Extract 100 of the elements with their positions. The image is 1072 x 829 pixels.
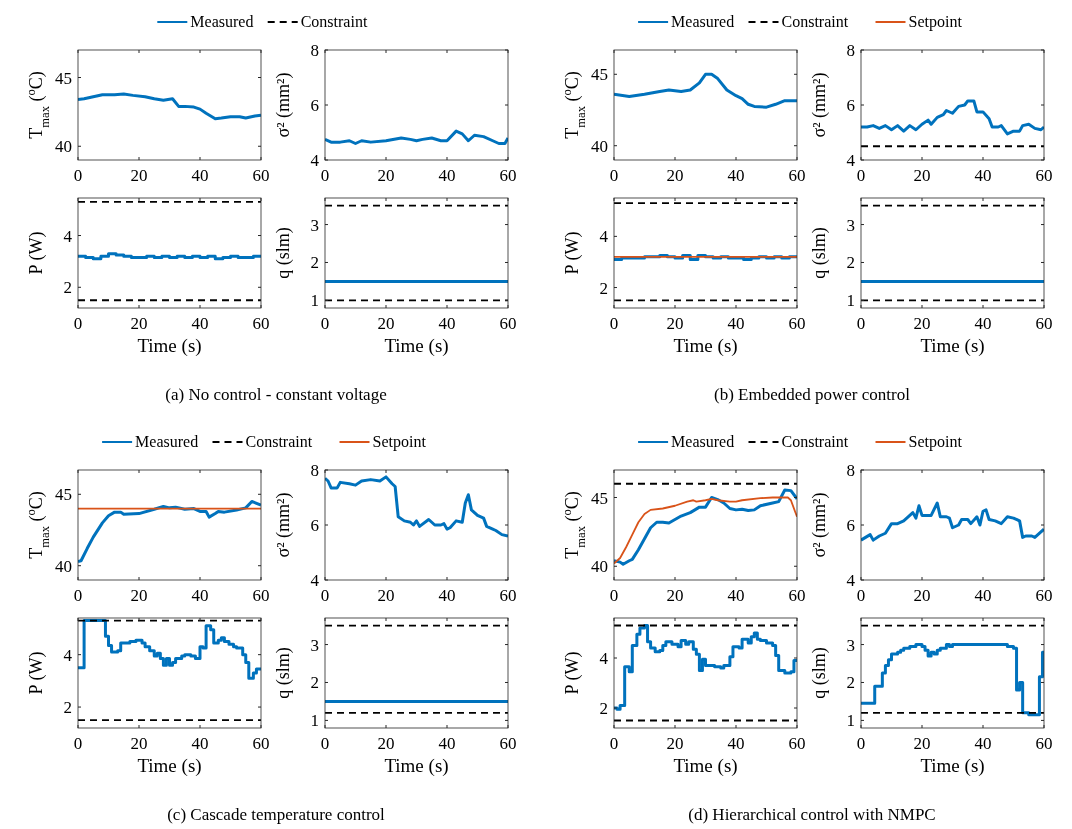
y-tick-label: 2 <box>846 673 855 693</box>
x-tick-label: 20 <box>666 166 684 185</box>
x-tick-label: 20 <box>377 734 395 753</box>
legend-label: Setpoint <box>372 433 427 451</box>
y-axis-title: q (slm) <box>273 227 294 279</box>
x-tick-label: 40 <box>727 166 745 185</box>
y-axis-title: σ² (mm²) <box>809 492 830 558</box>
x-tick-label: 60 <box>788 586 806 605</box>
y-tick-label: 40 <box>591 136 608 156</box>
x-axis-title: Time (s) <box>673 755 738 777</box>
x-axis-title: Time (s) <box>673 335 738 357</box>
y-axis-title: P (W) <box>26 651 47 695</box>
y-tick-label: 6 <box>846 96 855 115</box>
y-tick-label: 4 <box>63 645 73 665</box>
y-tick-label: 1 <box>846 711 855 731</box>
x-tick-label: 20 <box>666 734 684 753</box>
text: (b) Embedded power control <box>714 385 911 404</box>
y-tick-label: 3 <box>846 215 855 235</box>
line-series <box>614 72 797 109</box>
y-tick-label: 45 <box>591 488 608 508</box>
x-tick-label: 20 <box>913 166 931 185</box>
x-axis-title: Time (s) <box>137 755 202 777</box>
text: (c) Cascade temperature control <box>167 805 386 824</box>
legend-label: Measured <box>671 13 735 30</box>
x-tick-label: 0 <box>73 314 83 333</box>
x-tick-label: 60 <box>788 166 806 185</box>
y-tick-label: 2 <box>599 699 608 718</box>
y-tick-label: 2 <box>63 698 72 718</box>
y-tick-label: 1 <box>310 291 319 311</box>
x-tick-label: 0 <box>320 734 330 753</box>
y-tick-label: 4 <box>63 226 73 246</box>
x-tick-label: 20 <box>913 734 931 753</box>
x-tick-label: 40 <box>191 734 209 753</box>
text: Constraint <box>300 13 368 30</box>
x-tick-label: 40 <box>727 586 745 605</box>
x-tick-label: 60 <box>499 734 517 753</box>
y-tick-label: 3 <box>846 635 855 655</box>
y-tick-label: 2 <box>310 253 319 273</box>
x-tick-label: 40 <box>191 586 209 605</box>
x-tick-label: 20 <box>377 166 395 185</box>
x-tick-label: 40 <box>191 166 209 185</box>
text: Setpoint <box>908 13 962 30</box>
y-axis-title: q (slm) <box>273 647 294 699</box>
x-tick-label: 40 <box>974 734 992 753</box>
legend-label: Measured <box>135 433 199 450</box>
x-tick-label: 20 <box>666 314 684 333</box>
x-tick-label: 0 <box>856 314 866 333</box>
y-tick-label: 45 <box>55 485 72 505</box>
x-tick-label: 0 <box>320 166 330 185</box>
x-tick-label: 20 <box>130 166 148 185</box>
line-series <box>325 129 508 145</box>
legend-label: Measured <box>671 433 735 450</box>
x-tick-label: 0 <box>609 586 619 605</box>
y-tick-label: 6 <box>846 516 855 535</box>
x-tick-label: 20 <box>913 586 931 605</box>
line-series <box>78 92 261 121</box>
x-tick-label: 60 <box>499 314 517 333</box>
x-axis-title: Time (s) <box>920 755 985 777</box>
x-tick-label: 0 <box>320 314 330 333</box>
y-tick-label: 1 <box>310 711 319 731</box>
x-tick-label: 0 <box>609 314 619 333</box>
x-tick-label: 0 <box>73 586 83 605</box>
y-tick-label: 8 <box>846 461 855 480</box>
y-tick-label: 8 <box>310 41 319 60</box>
x-axis-title: Time (s) <box>384 335 449 357</box>
text: Constraint <box>245 433 313 450</box>
y-tick-label: 4 <box>846 571 856 590</box>
y-tick-label: 6 <box>310 96 319 115</box>
x-tick-label: 60 <box>252 166 270 185</box>
x-tick-label: 40 <box>727 314 745 333</box>
x-tick-label: 0 <box>609 166 619 185</box>
y-tick-label: 40 <box>55 556 72 576</box>
y-tick-label: 4 <box>310 151 320 170</box>
x-tick-label: 60 <box>1035 734 1053 753</box>
legend-label: Measured <box>190 13 254 30</box>
x-tick-label: 20 <box>377 314 395 333</box>
x-tick-label: 0 <box>856 734 866 753</box>
x-axis-title: Time (s) <box>384 755 449 777</box>
x-tick-label: 40 <box>974 166 992 185</box>
x-tick-label: 40 <box>438 166 456 185</box>
x-tick-label: 0 <box>73 734 83 753</box>
line-series <box>861 99 1044 136</box>
y-tick-label: 8 <box>846 41 855 60</box>
y-tick-label: 4 <box>846 151 856 170</box>
y-axis-title: σ² (mm²) <box>273 492 294 558</box>
line-series <box>861 501 1044 542</box>
y-tick-label: 40 <box>55 137 72 157</box>
x-tick-label: 0 <box>856 586 866 605</box>
y-tick-label: 4 <box>310 571 320 590</box>
text: (a) No control - constant voltage <box>165 385 387 404</box>
y-tick-label: 2 <box>846 253 855 273</box>
x-tick-label: 60 <box>1035 314 1053 333</box>
y-axis-title: P (W) <box>562 231 583 275</box>
x-tick-label: 60 <box>788 314 806 333</box>
y-tick-label: 45 <box>591 65 608 85</box>
x-tick-label: 40 <box>438 734 456 753</box>
x-tick-label: 20 <box>130 734 148 753</box>
y-tick-label: 1 <box>846 291 855 311</box>
x-tick-label: 60 <box>1035 586 1053 605</box>
y-tick-label: 4 <box>599 649 609 668</box>
